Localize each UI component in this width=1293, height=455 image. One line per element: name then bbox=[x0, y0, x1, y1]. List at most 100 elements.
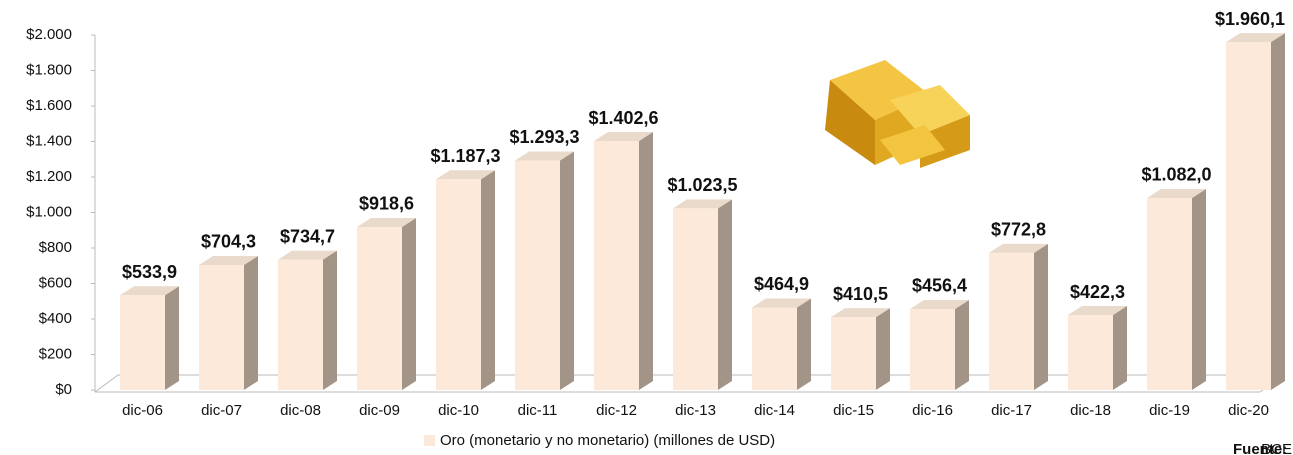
bar-side bbox=[560, 151, 574, 390]
bar bbox=[910, 299, 969, 390]
x-tick-label: dic-09 bbox=[359, 402, 400, 419]
legend-swatch bbox=[424, 435, 435, 446]
value-label: $1.402,6 bbox=[588, 108, 658, 128]
bar bbox=[752, 298, 811, 390]
x-tick-label: dic-18 bbox=[1070, 402, 1111, 419]
bar-side bbox=[402, 217, 416, 390]
value-label: $456,4 bbox=[912, 276, 967, 296]
bar-side bbox=[1192, 188, 1206, 390]
source-text: BCE bbox=[1261, 441, 1292, 455]
bar-front bbox=[594, 141, 639, 390]
bar-side bbox=[1034, 243, 1048, 390]
bar bbox=[1226, 33, 1285, 391]
value-label: $1.960,1 bbox=[1215, 9, 1285, 29]
bar-top bbox=[357, 217, 416, 227]
bar-side bbox=[955, 299, 969, 390]
bar-side bbox=[718, 199, 732, 390]
value-label: $410,5 bbox=[833, 284, 888, 304]
bar-front bbox=[120, 295, 165, 390]
x-tick-label: dic-15 bbox=[833, 402, 874, 419]
y-tick-label: $1.400 bbox=[26, 132, 72, 149]
y-tick-label: $0 bbox=[55, 381, 72, 398]
bar bbox=[1147, 188, 1206, 390]
bar-front bbox=[1147, 197, 1192, 390]
bar bbox=[673, 199, 732, 390]
bar bbox=[278, 250, 337, 390]
x-tick-label: dic-07 bbox=[201, 402, 242, 419]
value-label: $772,8 bbox=[991, 220, 1046, 240]
x-tick-label: dic-20 bbox=[1228, 402, 1269, 419]
x-tick-label: dic-19 bbox=[1149, 402, 1190, 419]
y-tick-label: $1.600 bbox=[26, 97, 72, 114]
value-label: $464,9 bbox=[754, 274, 809, 294]
value-label: $422,3 bbox=[1070, 282, 1125, 302]
bar-side bbox=[323, 250, 337, 390]
y-tick-label: $1.800 bbox=[26, 61, 72, 78]
x-tick-label: dic-16 bbox=[912, 402, 953, 419]
y-tick-label: $2.000 bbox=[26, 26, 72, 43]
source-label: Fuente: bbox=[1233, 441, 1287, 455]
y-tick-label: $400 bbox=[39, 310, 72, 327]
bar bbox=[120, 286, 179, 390]
bar-top bbox=[673, 199, 732, 209]
bar-front bbox=[1226, 42, 1271, 391]
y-tick-label: $800 bbox=[39, 239, 72, 256]
x-tick-label: dic-10 bbox=[438, 402, 479, 419]
bar-side bbox=[639, 132, 653, 390]
value-label: $918,6 bbox=[359, 194, 414, 214]
x-tick-label: dic-11 bbox=[518, 402, 558, 419]
bar-side bbox=[165, 286, 179, 390]
bar-top bbox=[199, 255, 258, 265]
x-tick-label: dic-06 bbox=[122, 402, 163, 419]
y-tick-label: $600 bbox=[39, 274, 72, 291]
bar bbox=[357, 217, 416, 390]
bar bbox=[989, 243, 1048, 390]
bar bbox=[831, 308, 890, 390]
bar-front bbox=[831, 317, 876, 390]
x-tick-label: dic-14 bbox=[754, 402, 795, 419]
bar-side bbox=[481, 170, 495, 390]
bar-top bbox=[989, 243, 1048, 253]
bar-top bbox=[436, 170, 495, 180]
bar-front bbox=[436, 179, 481, 390]
bar-front bbox=[278, 259, 323, 390]
bar bbox=[594, 132, 653, 390]
bar-side bbox=[1271, 33, 1285, 391]
bar bbox=[436, 170, 495, 390]
value-label: $704,3 bbox=[201, 232, 256, 252]
bar-front bbox=[989, 252, 1034, 390]
bar-top bbox=[1068, 306, 1127, 316]
bar-front bbox=[673, 208, 718, 390]
bar-top bbox=[515, 151, 574, 161]
bar-side bbox=[876, 308, 890, 390]
x-tick-label: dic-17 bbox=[991, 402, 1032, 419]
bar-side bbox=[797, 298, 811, 390]
bar-top bbox=[752, 298, 811, 308]
bar-side bbox=[244, 255, 258, 390]
value-label: $1.293,3 bbox=[509, 127, 579, 147]
bar-front bbox=[515, 160, 560, 390]
bar bbox=[515, 151, 574, 390]
bar-front bbox=[1068, 315, 1113, 390]
bar-top bbox=[1147, 188, 1206, 198]
gold-bars-image bbox=[825, 60, 970, 168]
bar-top bbox=[594, 132, 653, 142]
bar-front bbox=[752, 307, 797, 390]
value-label: $533,9 bbox=[122, 262, 177, 282]
bar-top bbox=[278, 250, 337, 260]
bar-top bbox=[1226, 33, 1285, 43]
value-label: $1.023,5 bbox=[667, 175, 737, 195]
value-label: $1.082,0 bbox=[1141, 165, 1211, 185]
bar-side bbox=[1113, 306, 1127, 390]
value-label: $734,7 bbox=[280, 226, 335, 246]
bar bbox=[1068, 306, 1127, 390]
bar-front bbox=[357, 226, 402, 390]
y-tick-label: $200 bbox=[39, 345, 72, 362]
bar-top bbox=[910, 299, 969, 309]
x-tick-label: dic-12 bbox=[596, 402, 637, 419]
x-tick-label: dic-08 bbox=[280, 402, 321, 419]
value-label: $1.187,3 bbox=[430, 146, 500, 166]
y-tick-label: $1.000 bbox=[26, 203, 72, 220]
legend-label: Oro (monetario y no monetario) (millones… bbox=[440, 432, 775, 449]
